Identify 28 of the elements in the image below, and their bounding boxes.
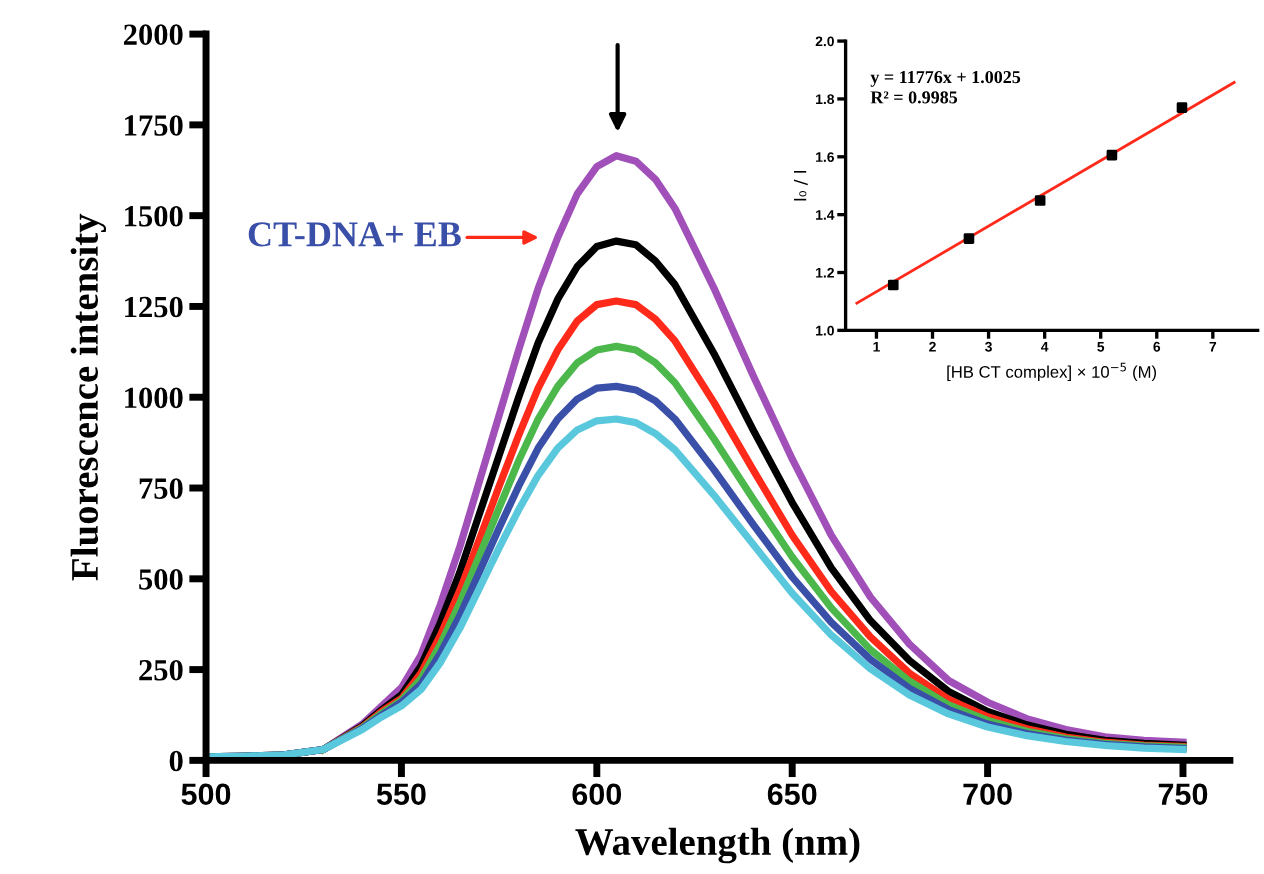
y-tick-label: 1000: [125, 387, 183, 409]
x-tick-label: 550: [376, 783, 426, 806]
annotation: CT-DNA+ EB: [248, 222, 461, 247]
x-tick-label: 700: [963, 783, 1012, 806]
x-tick-label: 500: [181, 783, 231, 806]
y-axis-title: Fluorescence intensity: [70, 213, 107, 581]
y-axis-title: I₀ / I: [794, 171, 808, 201]
y-tick-label: 750: [139, 478, 183, 499]
y-tick-label: 250: [139, 659, 183, 681]
y-tick-label: 1750: [125, 115, 183, 136]
y-tick-label: 1250: [125, 296, 183, 318]
x-axis-title: [HB CT complex] × 10$^{−5}$ (M): [947, 362, 1157, 382]
y-tick-label: 500: [139, 569, 183, 590]
point: [1176, 102, 1188, 113]
y-tick-label: 2000: [123, 24, 183, 45]
line-series: [206, 415, 1187, 761]
x-tick-label: 750: [1158, 783, 1208, 806]
point: [963, 233, 975, 244]
point: [887, 279, 899, 291]
x-axis-title: Wavelength (nm): [575, 827, 860, 864]
point: [1034, 195, 1046, 206]
point: [1106, 149, 1118, 161]
y-tick-label: 0: [169, 750, 183, 772]
x-tick-label: 650: [767, 783, 817, 806]
annotation: y = 11776x + 1.0025: [870, 70, 1021, 87]
y-tick-label: 1500: [125, 205, 183, 227]
x-tick-label: 600: [572, 783, 622, 806]
annotation: R² = 0.9985: [870, 91, 958, 104]
